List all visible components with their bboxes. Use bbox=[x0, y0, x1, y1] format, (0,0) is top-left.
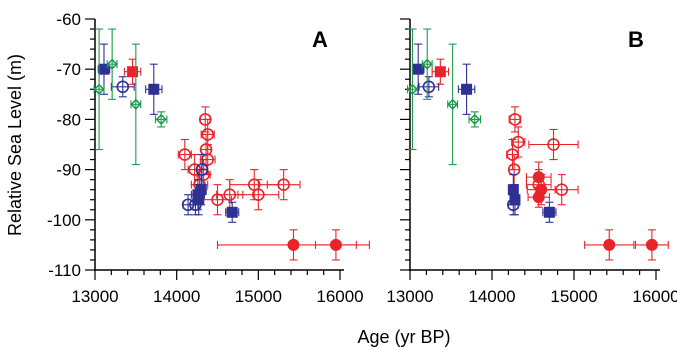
data-point bbox=[130, 43, 142, 166]
x-tick-label: 13000 bbox=[71, 287, 118, 306]
data-point bbox=[110, 76, 135, 98]
marker-open-circle bbox=[223, 188, 237, 201]
marker-open-circle bbox=[199, 143, 213, 156]
data-point bbox=[634, 229, 669, 261]
data-point bbox=[584, 229, 635, 261]
marker-open-diamond bbox=[406, 83, 419, 95]
marker-open-circle bbox=[189, 198, 202, 212]
x-tick-label: 16000 bbox=[316, 287, 363, 306]
x-tick-label: 13000 bbox=[386, 287, 433, 306]
data-point bbox=[525, 169, 552, 201]
data-point bbox=[177, 138, 192, 171]
marker-open-diamond bbox=[93, 83, 105, 95]
data-point bbox=[431, 58, 450, 85]
marker-open-diamond bbox=[155, 113, 167, 125]
marker-open-diamond bbox=[447, 98, 459, 110]
marker-open-circle bbox=[422, 80, 436, 94]
data-point bbox=[225, 201, 240, 223]
data-point bbox=[237, 179, 280, 211]
y-tick-label: -100 bbox=[47, 211, 81, 230]
data-point bbox=[528, 128, 579, 161]
panel-a: -60 -70 -80 -90 -100 -110 13000 14000 15000 16000… bbox=[47, 10, 370, 306]
marker-filled-circle bbox=[603, 238, 616, 251]
marker-open-circle bbox=[547, 138, 560, 151]
marker-open-diamond bbox=[421, 58, 433, 70]
marker-open-circle bbox=[507, 198, 520, 212]
marker-open-circle bbox=[211, 193, 224, 207]
data-point bbox=[508, 106, 522, 133]
marker-open-circle bbox=[508, 113, 522, 126]
data-point bbox=[93, 28, 105, 151]
data-point bbox=[542, 201, 557, 223]
marker-open-circle bbox=[555, 183, 569, 196]
marker-filled-circle bbox=[287, 238, 300, 251]
data-point bbox=[457, 63, 476, 115]
panel-label: A bbox=[312, 27, 328, 52]
data-point bbox=[181, 194, 195, 216]
y-tick-label: -80 bbox=[56, 110, 81, 129]
marker-filled-square bbox=[434, 66, 446, 78]
x-tick-label: 14000 bbox=[468, 287, 515, 306]
x-tick-label: 15000 bbox=[550, 287, 597, 306]
marker-filled-square bbox=[127, 66, 139, 78]
marker-filled-circle bbox=[329, 238, 342, 251]
x-tick-label: 14000 bbox=[153, 287, 200, 306]
data-point bbox=[447, 43, 459, 166]
marker-open-circle bbox=[511, 135, 525, 149]
marker-open-circle bbox=[195, 163, 209, 176]
marker-filled-square bbox=[226, 206, 238, 218]
x-axis-label: Age (yr BP) bbox=[357, 327, 450, 347]
marker-filled-square bbox=[148, 83, 160, 95]
data-point bbox=[195, 153, 209, 186]
data-point bbox=[406, 28, 419, 151]
data-point bbox=[314, 229, 357, 261]
panel-label: B bbox=[628, 27, 644, 52]
data-point bbox=[154, 111, 168, 128]
marker-open-circle bbox=[116, 80, 130, 94]
marker-filled-square bbox=[412, 63, 424, 75]
marker-open-diamond bbox=[130, 98, 142, 110]
panel-b: 13000 14000 15000 16000 B bbox=[386, 18, 677, 306]
marker-filled-square bbox=[507, 184, 519, 196]
data-point bbox=[418, 76, 440, 98]
x-tick-label: 16000 bbox=[632, 287, 677, 306]
data-point bbox=[507, 194, 520, 216]
marker-open-circle bbox=[252, 188, 265, 201]
x-tick-label: 15000 bbox=[235, 287, 282, 306]
marker-open-diamond bbox=[106, 58, 118, 70]
marker-filled-square bbox=[543, 206, 555, 218]
marker-open-circle bbox=[178, 148, 192, 161]
marker-filled-circle bbox=[645, 238, 658, 251]
data-point bbox=[189, 194, 202, 216]
data-point bbox=[123, 58, 142, 85]
marker-open-circle bbox=[277, 178, 290, 191]
y-tick-label: -110 bbox=[48, 261, 81, 280]
data-point bbox=[266, 169, 301, 201]
marker-open-circle bbox=[532, 178, 546, 191]
data-point bbox=[106, 28, 118, 100]
marker-filled-square bbox=[461, 83, 473, 95]
marker-filled-square bbox=[98, 63, 110, 75]
data-point bbox=[421, 28, 433, 100]
data-point bbox=[544, 174, 579, 206]
y-tick-label: -90 bbox=[56, 161, 81, 180]
data-point bbox=[145, 63, 163, 115]
y-tick-label: -70 bbox=[56, 60, 81, 79]
marker-open-circle bbox=[507, 163, 521, 176]
y-tick-label: -60 bbox=[56, 10, 81, 29]
marker-open-diamond bbox=[469, 113, 481, 125]
y-axis-label: Relative Sea Level (m) bbox=[5, 54, 25, 236]
data-point bbox=[468, 111, 482, 128]
